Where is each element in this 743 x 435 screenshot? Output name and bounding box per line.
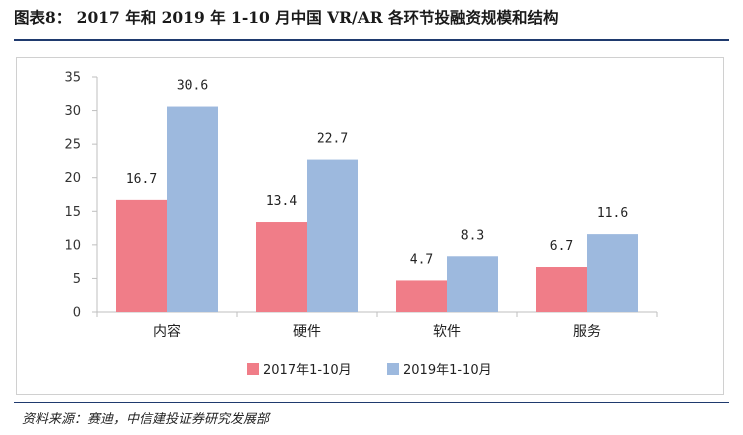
bar bbox=[536, 267, 587, 312]
bar-data-label: 8.3 bbox=[461, 228, 484, 243]
bar bbox=[307, 159, 358, 312]
bar bbox=[256, 222, 307, 312]
y-tick-label: 15 bbox=[64, 205, 81, 220]
bar bbox=[587, 234, 638, 312]
bar bbox=[167, 106, 218, 312]
figure-title: 图表8： 2017 年和 2019 年 1-10 月中国 VR/AR 各环节投融… bbox=[14, 8, 559, 27]
title-divider bbox=[14, 39, 729, 41]
bar bbox=[396, 280, 447, 312]
x-category-label: 软件 bbox=[433, 324, 461, 340]
bar-data-label: 30.6 bbox=[177, 79, 208, 94]
bar bbox=[447, 256, 498, 312]
x-category-label: 服务 bbox=[573, 324, 601, 340]
legend-label: 2019年1-10月 bbox=[403, 363, 492, 378]
y-tick-label: 0 bbox=[73, 306, 81, 321]
source-divider bbox=[14, 402, 729, 403]
y-tick-label: 5 bbox=[73, 272, 81, 287]
y-tick-label: 30 bbox=[64, 104, 81, 119]
chart-frame: 0 5 10 15 20 25 30 35 内容 16.7 30.6 硬件 13.4 22.7 软件 4.7 8… bbox=[16, 57, 724, 395]
y-tick-label: 10 bbox=[64, 238, 81, 253]
source-note: 资料来源：赛迪，中信建投证券研究发展部 bbox=[22, 412, 270, 427]
y-tick-label: 35 bbox=[64, 71, 81, 86]
bar-data-label: 13.4 bbox=[266, 194, 297, 209]
x-category-label: 内容 bbox=[153, 323, 181, 340]
legend-swatch bbox=[387, 363, 399, 375]
bar-data-label: 6.7 bbox=[550, 239, 573, 254]
legend-label: 2017年1-10月 bbox=[263, 363, 352, 378]
bar-data-label: 16.7 bbox=[126, 172, 157, 187]
bar bbox=[116, 199, 167, 312]
y-tick-label: 20 bbox=[64, 171, 81, 186]
x-category-label: 硬件 bbox=[293, 324, 321, 340]
bar-data-label: 22.7 bbox=[317, 132, 348, 147]
bar-data-label: 4.7 bbox=[410, 252, 433, 267]
legend-swatch bbox=[247, 363, 259, 375]
y-tick-label: 25 bbox=[64, 138, 81, 153]
bar-data-label: 11.6 bbox=[597, 206, 628, 221]
bar-chart: 0 5 10 15 20 25 30 35 内容 16.7 30.6 硬件 13.4 22.7 软件 4.7 8… bbox=[64, 71, 658, 378]
